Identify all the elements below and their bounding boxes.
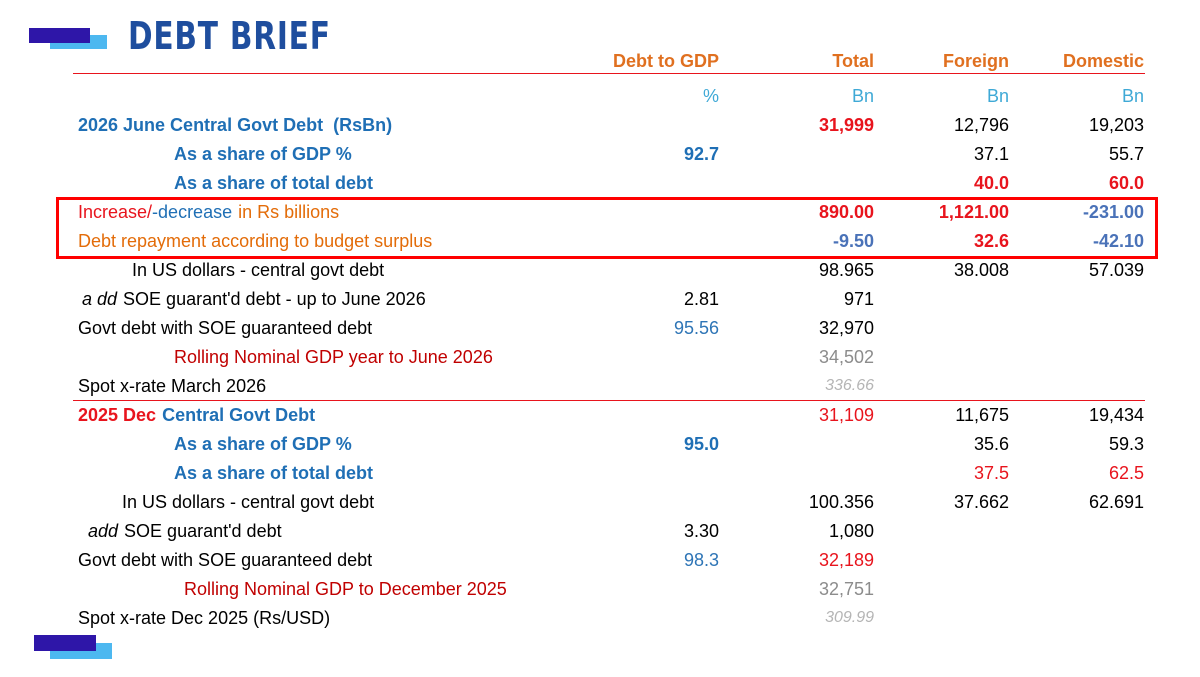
label-part: Debt repayment according to budget surpl…: [78, 231, 433, 251]
cell: 95.56: [673, 318, 719, 338]
row-label: 2025 Dec Central Govt Debt: [78, 404, 315, 426]
cell: 37.1: [973, 144, 1009, 164]
label-part: 2026 June Central Govt Debt (RsBn): [78, 115, 393, 135]
cell: 62.691: [1088, 492, 1144, 512]
highlight-box: [56, 197, 1158, 259]
label-part: As a share of GDP %: [174, 144, 352, 164]
row-label: In US dollars - central govt debt: [132, 259, 384, 281]
cell: 37.662: [953, 492, 1009, 512]
header-rule: [73, 73, 1145, 74]
title: DEBT BRIEF: [128, 14, 331, 58]
cell: 38.008: [953, 260, 1009, 280]
label-part: Central Govt Debt: [162, 405, 316, 425]
cell: 3.30: [683, 521, 719, 541]
cell: 57.039: [1088, 260, 1144, 280]
label-part: Increase/: [78, 202, 153, 222]
cell: -42.10: [1092, 231, 1144, 251]
section-rule: [73, 400, 1145, 401]
cell: 1,080: [828, 521, 874, 541]
label-part: Rolling Nominal GDP year to June 2026: [174, 347, 493, 367]
cell: 37.5: [973, 463, 1009, 483]
row-label: Govt debt with SOE guaranteed debt: [78, 549, 372, 571]
cell: 19,203: [1088, 115, 1144, 135]
cell: 95.0: [683, 434, 719, 454]
row-label: Rolling Nominal GDP year to June 2026: [174, 346, 493, 368]
cell: 40.0: [973, 173, 1009, 193]
cell: 100.356: [808, 492, 874, 512]
column-unit: Bn: [1121, 86, 1144, 106]
label-part: SOE guarant'd debt: [124, 521, 282, 541]
cell: 32,189: [818, 550, 874, 570]
row-label: As a share of total debt: [174, 172, 373, 194]
cell: 62.5: [1108, 463, 1144, 483]
cell: 2.81: [683, 289, 719, 309]
label-part: a dd: [82, 289, 118, 309]
label-part: in Rs billions: [238, 202, 340, 222]
cell: 11,675: [955, 405, 1009, 425]
row-label: Spot x-rate Dec 2025 (Rs/USD): [78, 607, 330, 629]
deco-bar: [29, 28, 90, 43]
column-unit: %: [702, 86, 719, 106]
cell: 12,796: [953, 115, 1009, 135]
deco-bar: [34, 635, 96, 651]
label-part: Spot x-rate March 2026: [78, 376, 267, 396]
label-part: In US dollars - central govt debt: [122, 492, 375, 512]
row-label: Rolling Nominal GDP to December 2025: [184, 578, 507, 600]
row-label: In US dollars - central govt debt: [122, 491, 374, 513]
cell: 55.7: [1108, 144, 1144, 164]
column-unit: Bn: [851, 86, 874, 106]
column-unit: Bn: [986, 86, 1009, 106]
label-part: Rolling Nominal GDP to December 2025: [184, 579, 507, 599]
label-part: As a share of total debt: [174, 463, 374, 483]
label-part: 2025 Dec: [78, 405, 157, 425]
row-label: As a share of total debt: [174, 462, 373, 484]
cell: 92.7: [683, 144, 719, 164]
label-part: Spot x-rate Dec 2025 (Rs/USD): [78, 608, 331, 628]
column-header: Foreign: [943, 51, 1009, 71]
cell: 32.6: [973, 231, 1009, 251]
cell: 98.3: [683, 550, 719, 570]
cell: 34,502: [818, 347, 874, 367]
cell: 35.6: [973, 434, 1009, 454]
label-part: Govt debt with SOE guaranteed debt: [78, 318, 373, 338]
cell: 31,999: [818, 115, 874, 135]
row-label: Spot x-rate March 2026: [78, 375, 266, 397]
row-label: a dd SOE guarant'd debt - up to June 2026: [82, 288, 426, 310]
row-label: add SOE guarant'd debt: [88, 520, 282, 542]
cell: 98.965: [818, 260, 874, 280]
column-header: Debt to GDP: [613, 51, 719, 71]
column-header: Domestic: [1062, 51, 1144, 71]
cell: -231.00: [1082, 202, 1144, 222]
label-part: -decrease: [152, 202, 233, 222]
cell: 19,434: [1088, 405, 1144, 425]
label-part: As a share of total debt: [174, 173, 374, 193]
row-label: As a share of GDP %: [174, 143, 352, 165]
cell: 59.3: [1108, 434, 1144, 454]
cell: 1,121.00: [938, 202, 1009, 222]
cell: 890.00: [818, 202, 874, 222]
row-label: Debt repayment according to budget surpl…: [78, 230, 432, 252]
column-header: Total: [832, 51, 874, 71]
cell: 32,970: [818, 318, 874, 338]
label-part: add: [88, 521, 119, 541]
cell: -9.50: [832, 231, 874, 251]
row-label: 2026 June Central Govt Debt (RsBn): [78, 114, 392, 136]
row-label: As a share of GDP %: [174, 433, 352, 455]
row-label: Govt debt with SOE guaranteed debt: [78, 317, 372, 339]
label-part: SOE guarant'd debt - up to June 2026: [123, 289, 426, 309]
cell: 336.66: [825, 377, 874, 394]
cell: 309.99: [825, 609, 874, 626]
label-part: As a share of GDP %: [174, 434, 352, 454]
cell: 60.0: [1108, 173, 1144, 193]
cell: 971: [843, 289, 874, 309]
label-part: In US dollars - central govt debt: [132, 260, 385, 280]
label-part: Govt debt with SOE guaranteed debt: [78, 550, 373, 570]
cell: 31,109: [818, 405, 874, 425]
row-label: Increase/-decrease in Rs billions: [78, 201, 339, 223]
cell: 32,751: [818, 579, 874, 599]
